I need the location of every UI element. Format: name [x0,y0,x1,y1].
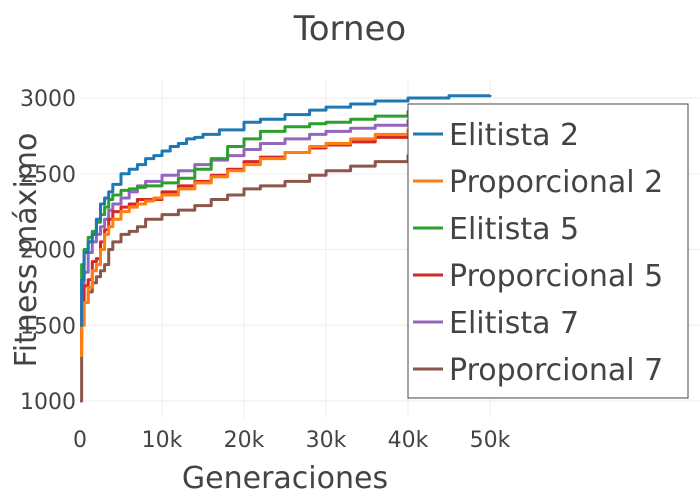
y-axis-title: Fitness máximo [9,133,44,368]
legend-box [407,103,689,399]
y-tick-label: 2000 [20,239,76,264]
series-line-proporcional-7 [80,144,492,403]
legend-item-proporcional-2[interactable]: Proporcional 2 [413,165,663,200]
legend-item-proporcional-7[interactable]: Proporcional 7 [413,353,663,388]
legend-label: Elitista 2 [449,118,579,153]
legend-label: Elitista 5 [449,212,579,247]
series-line-proporcional-2 [80,123,492,358]
series-line-proporcional-5 [80,129,492,342]
y-axis: 1000 1500 2000 2500 3000 [20,87,76,415]
x-tick-label: 0 [73,428,87,453]
legend-label: Elitista 7 [449,306,579,341]
series-line-elitista-2 [80,94,492,327]
x-axis: 0 10k 20k 30k 40k 50k [73,428,511,453]
legend: Elitista 2 Proporcional 2 Elitista 5 Propor… [407,103,689,399]
legend-label: Proporcional 7 [449,353,663,388]
x-tick-label: 50k [470,428,511,453]
x-tick-label: 10k [142,428,183,453]
legend-item-elitista-2[interactable]: Elitista 2 [413,118,579,153]
legend-label: Proporcional 5 [449,259,663,294]
x-axis-title: Generaciones [182,461,388,496]
plot-area [80,94,492,403]
legend-label: Proporcional 2 [449,165,663,200]
y-tick-label: 1500 [20,314,76,339]
x-tick-label: 40k [388,428,429,453]
chart-title: Torneo [293,9,406,49]
x-tick-label: 20k [224,428,265,453]
legend-item-elitista-7[interactable]: Elitista 7 [413,306,579,341]
series-line-elitista-7 [80,113,492,320]
y-tick-label: 2500 [20,163,76,188]
legend-item-proporcional-5[interactable]: Proporcional 5 [413,259,663,294]
legend-item-elitista-5[interactable]: Elitista 5 [413,212,579,247]
x-tick-label: 30k [306,428,347,453]
y-tick-label: 3000 [20,87,76,112]
y-tick-label: 1000 [20,390,76,415]
